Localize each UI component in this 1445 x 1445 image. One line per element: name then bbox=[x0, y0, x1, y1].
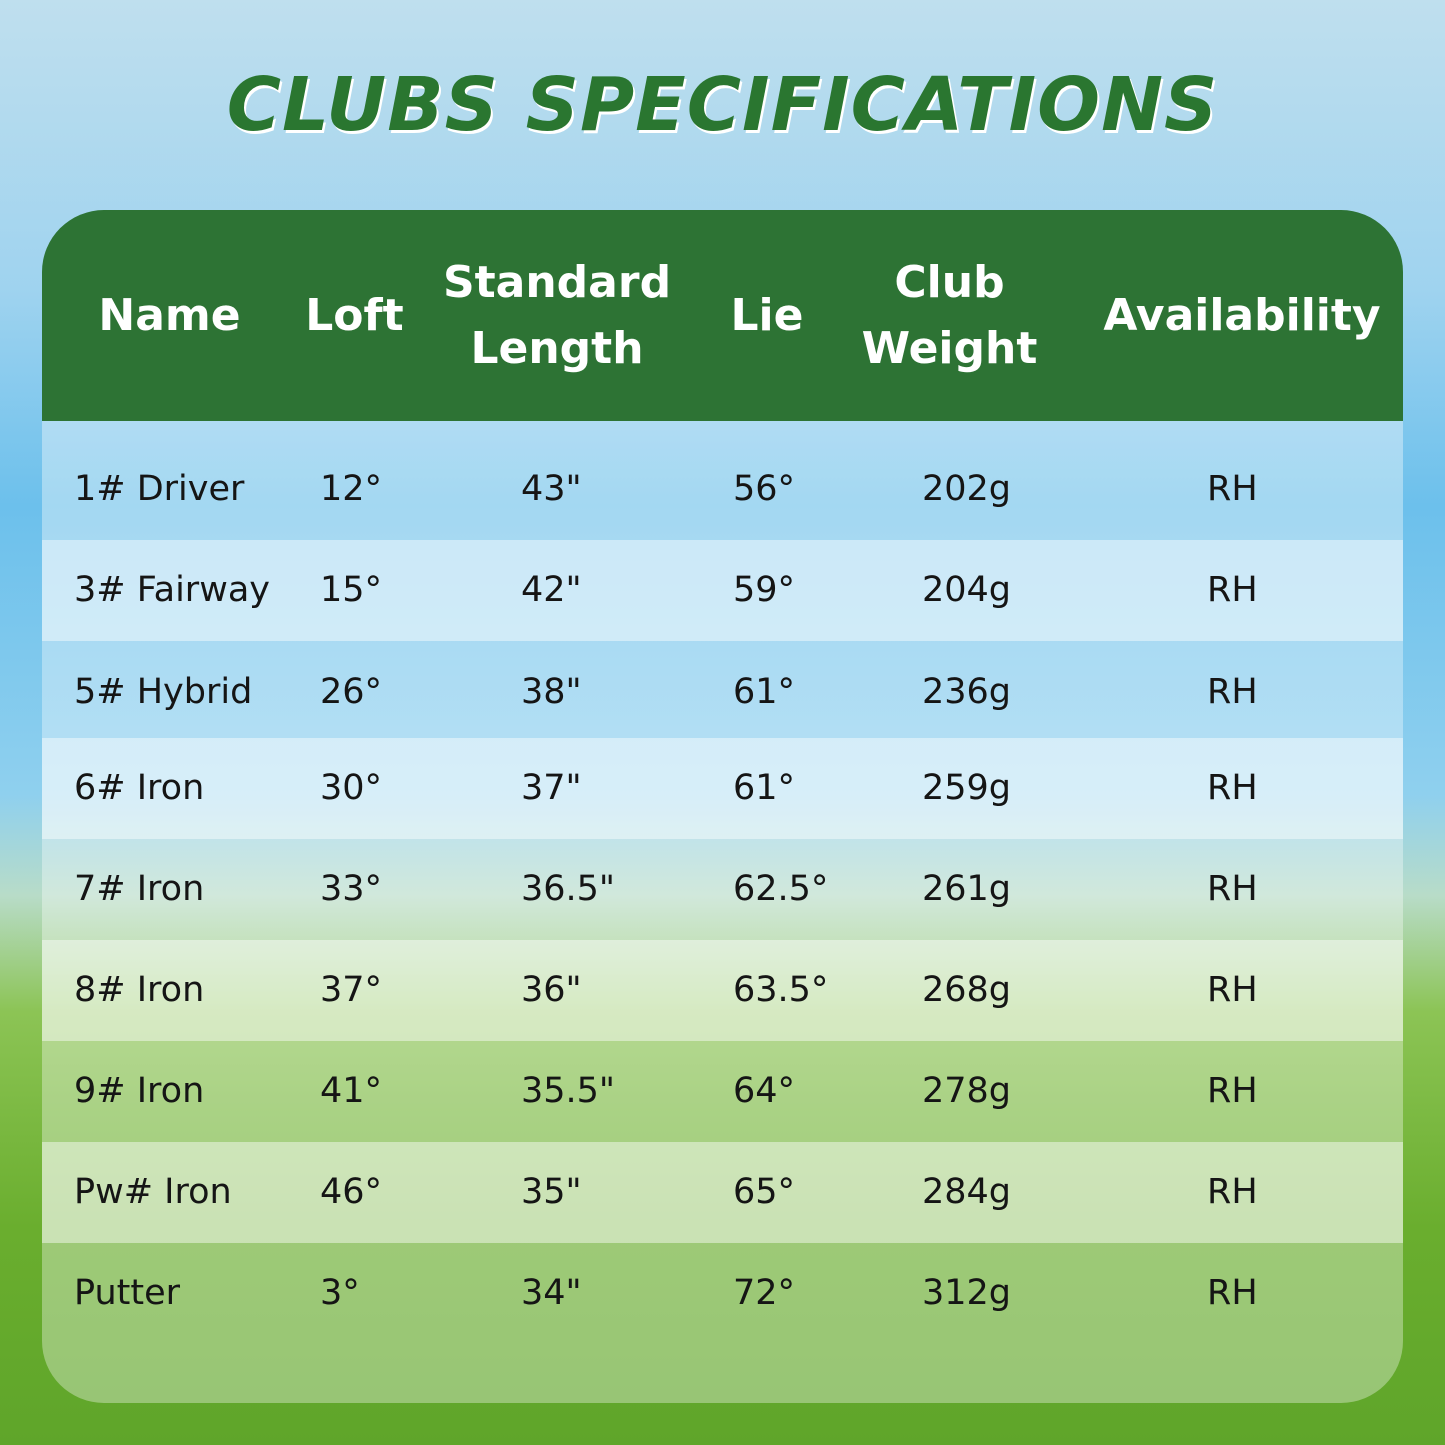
column-header: Club Weight bbox=[861, 210, 1038, 421]
header-line: Loft bbox=[305, 289, 404, 341]
table-cell: 56° bbox=[733, 469, 796, 509]
table-cell: 6# Iron bbox=[74, 768, 205, 808]
header-line: Availability bbox=[1103, 289, 1381, 341]
specifications-table: Name Loft Standard Length Lie Club Weight Avail… bbox=[42, 210, 1403, 1403]
header-line: Club bbox=[894, 256, 1005, 308]
column-header: Standard Length bbox=[442, 210, 672, 421]
table-cell: 46° bbox=[320, 1172, 383, 1212]
table-cell: 36" bbox=[521, 970, 582, 1010]
table-body: 1# Driver 12° 43" 56° 202g RH 3# Fairway 15° 42"… bbox=[42, 421, 1403, 1403]
table-cell: 35" bbox=[521, 1172, 582, 1212]
table-cell: 9# Iron bbox=[74, 1071, 205, 1111]
table-cell: 12° bbox=[320, 469, 383, 509]
table-row: Pw# Iron 46° 35" 65° 284g RH bbox=[42, 1142, 1403, 1243]
table-cell: RH bbox=[1207, 970, 1258, 1010]
table-row: Putter 3° 34" 72° 312g RH bbox=[42, 1243, 1403, 1344]
table-cell: 62.5° bbox=[733, 869, 829, 909]
table-cell: 34" bbox=[521, 1273, 582, 1313]
header-line: Name bbox=[98, 289, 241, 341]
table-cell: 268g bbox=[922, 970, 1012, 1010]
column-header: Loft bbox=[292, 210, 417, 421]
table-cell: 15° bbox=[320, 570, 383, 610]
table-cell: 259g bbox=[922, 768, 1012, 808]
table-cell: 42" bbox=[521, 570, 582, 610]
table-cell: RH bbox=[1207, 570, 1258, 610]
table-cell: Pw# Iron bbox=[74, 1172, 232, 1212]
table-cell: 72° bbox=[733, 1273, 796, 1313]
table-cell: 8# Iron bbox=[74, 970, 205, 1010]
table-cell: 30° bbox=[320, 768, 383, 808]
table-cell: 202g bbox=[922, 469, 1012, 509]
table-row: 1# Driver 12° 43" 56° 202g RH bbox=[42, 421, 1403, 540]
table-cell: 3° bbox=[320, 1273, 360, 1313]
table-cell: 236g bbox=[922, 672, 1012, 712]
table-cell: RH bbox=[1207, 672, 1258, 712]
table-cell: 312g bbox=[922, 1273, 1012, 1313]
header-line: Standard bbox=[442, 256, 672, 308]
table-cell: 64° bbox=[733, 1071, 796, 1111]
column-header: Availability bbox=[1092, 210, 1392, 421]
header-line: Weight bbox=[861, 322, 1038, 374]
table-cell: 278g bbox=[922, 1071, 1012, 1111]
page-title: CLUBS SPECIFICATIONS bbox=[226, 62, 1219, 148]
header-line: Lie bbox=[730, 289, 804, 341]
table-cell: 61° bbox=[733, 672, 796, 712]
table-cell: 35.5" bbox=[521, 1071, 616, 1111]
table-cell: 43" bbox=[521, 469, 582, 509]
table-row: 5# Hybrid 26° 38" 61° 236g RH bbox=[42, 642, 1403, 743]
table-row: 9# Iron 41° 35.5" 64° 278g RH bbox=[42, 1041, 1403, 1142]
table-cell: 204g bbox=[922, 570, 1012, 610]
table-cell: 1# Driver bbox=[74, 469, 245, 509]
table-row: 6# Iron 30° 37" 61° 259g RH bbox=[42, 738, 1403, 839]
table-cell: 7# Iron bbox=[74, 869, 205, 909]
table-cell: 63.5° bbox=[733, 970, 829, 1010]
table-cell: 38" bbox=[521, 672, 582, 712]
table-cell: 65° bbox=[733, 1172, 796, 1212]
table-row: 7# Iron 33° 36.5" 62.5° 261g RH bbox=[42, 839, 1403, 940]
table-cell: RH bbox=[1207, 1071, 1258, 1111]
table-row: 8# Iron 37° 36" 63.5° 268g RH bbox=[42, 940, 1403, 1041]
table-cell: RH bbox=[1207, 768, 1258, 808]
table-cell: 5# Hybrid bbox=[74, 672, 253, 712]
column-header: Lie bbox=[712, 210, 822, 421]
table-row: 3# Fairway 15° 42" 59° 204g RH bbox=[42, 540, 1403, 641]
table-cell: RH bbox=[1207, 869, 1258, 909]
header-line: Length bbox=[470, 322, 644, 374]
column-header: Name bbox=[82, 210, 257, 421]
table-cell: 61° bbox=[733, 768, 796, 808]
table-cell: RH bbox=[1207, 1172, 1258, 1212]
table-cell: 26° bbox=[320, 672, 383, 712]
table-cell: 261g bbox=[922, 869, 1012, 909]
table-header: Name Loft Standard Length Lie Club Weight Avail… bbox=[42, 210, 1403, 421]
table-cell: 33° bbox=[320, 869, 383, 909]
table-cell: 59° bbox=[733, 570, 796, 610]
table-cell: 41° bbox=[320, 1071, 383, 1111]
table-cell: 3# Fairway bbox=[74, 570, 270, 610]
table-cell: RH bbox=[1207, 469, 1258, 509]
table-cell: 37" bbox=[521, 768, 582, 808]
table-cell: 37° bbox=[320, 970, 383, 1010]
table-cell: 36.5" bbox=[521, 869, 616, 909]
table-cell: Putter bbox=[74, 1273, 181, 1313]
table-cell: RH bbox=[1207, 1273, 1258, 1313]
table-cell: 284g bbox=[922, 1172, 1012, 1212]
